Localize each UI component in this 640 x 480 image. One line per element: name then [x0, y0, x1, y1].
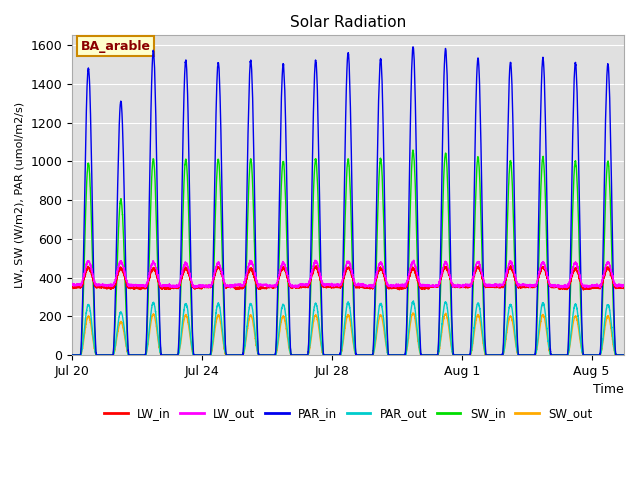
Y-axis label: LW, SW (W/m2), PAR (umol/m2/s): LW, SW (W/m2), PAR (umol/m2/s): [15, 102, 25, 288]
Title: Solar Radiation: Solar Radiation: [290, 15, 406, 30]
Legend: LW_in, LW_out, PAR_in, PAR_out, SW_in, SW_out: LW_in, LW_out, PAR_in, PAR_out, SW_in, S…: [99, 402, 597, 425]
X-axis label: Time: Time: [593, 384, 624, 396]
Text: BA_arable: BA_arable: [81, 40, 150, 53]
